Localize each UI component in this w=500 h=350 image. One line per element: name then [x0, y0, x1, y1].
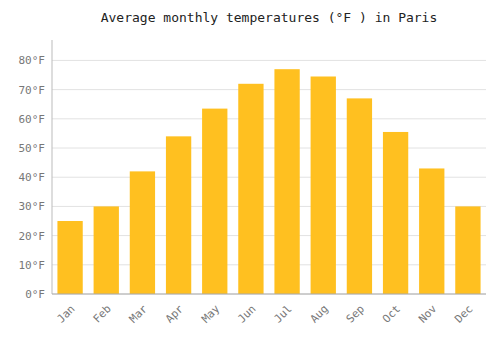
x-tick-label: Aug [308, 302, 331, 325]
y-tick-label: 30°F [19, 200, 46, 213]
bar [166, 136, 191, 294]
x-tick-label: Sep [344, 302, 367, 325]
bar [130, 171, 155, 294]
bar [455, 206, 480, 294]
x-axis-line [52, 294, 486, 295]
grid-line [52, 89, 486, 90]
bar [311, 76, 336, 294]
bar [419, 168, 444, 294]
y-tick-label: 50°F [19, 142, 46, 155]
grid-line [52, 118, 486, 119]
x-tick-label: Apr [163, 302, 187, 326]
title: Average monthly temperatures (°F ) in Pa… [101, 10, 438, 25]
y-tick-label: 80°F [19, 54, 46, 67]
x-tick-label: Mar [127, 302, 151, 326]
grid-line [52, 148, 486, 149]
bar [383, 132, 408, 294]
y-tick-label: 60°F [19, 113, 46, 126]
y-axis-line [52, 40, 53, 294]
y-tick-label: 40°F [19, 171, 46, 184]
chart-svg: Average monthly temperatures (°F ) in Pa… [0, 0, 500, 350]
y-tick-label: 0°F [25, 288, 45, 301]
bar [347, 98, 372, 294]
x-tick-label: Nov [416, 302, 440, 326]
bar [202, 109, 227, 294]
bar [94, 206, 119, 294]
x-tick-label: Jul [271, 302, 294, 325]
x-tick-label: Oct [380, 302, 403, 325]
y-tick-label: 10°F [19, 259, 46, 272]
x-axis: Jan Feb Mar Apr May Jun Jul Aug Sep Oct Nov Dec [54, 302, 475, 326]
grid-line [52, 60, 486, 61]
chart-container: Average monthly temperatures (°F ) in Pa… [0, 0, 500, 350]
y-tick-label: 70°F [19, 84, 46, 97]
x-tick-label: Dec [452, 302, 475, 325]
y-tick-label: 20°F [19, 230, 46, 243]
bar [57, 221, 82, 294]
x-tick-label: Jun [235, 302, 258, 325]
y-axis: 0°F 10°F 20°F 30°F 40°F 50°F 60°F 70°F 80°F [19, 54, 487, 301]
bar [238, 84, 263, 294]
x-tick-label: May [199, 302, 223, 326]
x-tick-label: Jan [54, 302, 77, 325]
bars [57, 69, 480, 294]
bar [274, 69, 299, 294]
grid-line [52, 294, 486, 295]
x-tick-label: Feb [91, 302, 114, 325]
